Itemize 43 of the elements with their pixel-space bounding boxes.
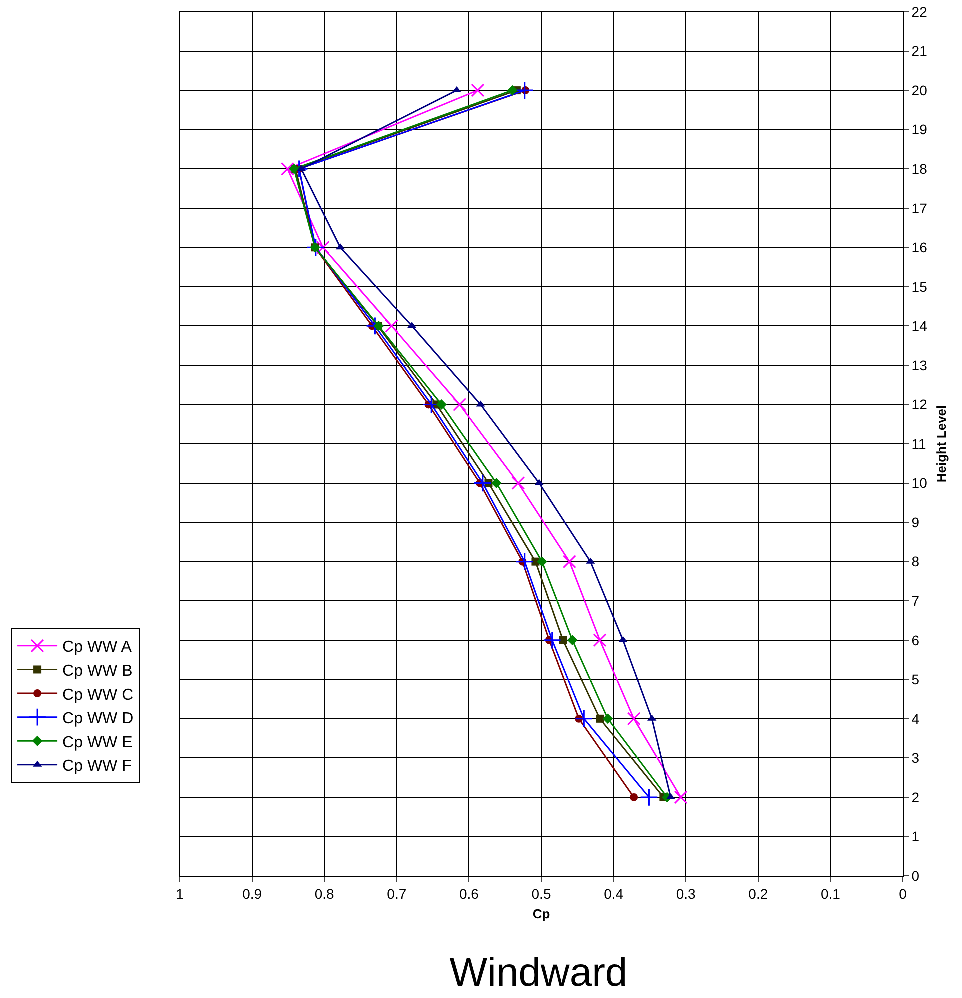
x-tick-label: 1 xyxy=(176,886,184,902)
x-tick-label: 0.3 xyxy=(676,886,696,902)
legend-label: Cp WW A xyxy=(62,639,132,656)
legend-label: Cp WW C xyxy=(62,686,134,704)
x-axis-title: Cp xyxy=(532,906,550,922)
x-tick-label: 0.4 xyxy=(604,886,624,902)
y-tick-label: 17 xyxy=(912,200,928,216)
text: Windward xyxy=(450,951,628,996)
y-tick-label: 19 xyxy=(912,122,928,138)
y-tick-label: 15 xyxy=(912,278,928,295)
y-tick-label: 16 xyxy=(912,240,928,256)
legend-label: Cp WW F xyxy=(62,758,132,776)
x-tick-label: 0.6 xyxy=(459,886,480,902)
y-tick-label: 2 xyxy=(912,789,920,806)
y-tick-label: 22 xyxy=(912,4,928,20)
x-tick-label: 0 xyxy=(899,886,908,902)
legend-label: Cp WW B xyxy=(62,662,133,680)
y-tick-label: 1 xyxy=(912,828,920,845)
y-tick-label: 6 xyxy=(912,632,920,648)
y-tick-label: 4 xyxy=(912,710,920,727)
y-tick-label: 7 xyxy=(912,592,920,609)
y-tick-label: 9 xyxy=(912,514,920,530)
y-tick-label: 21 xyxy=(912,43,928,60)
y-tick-label: 20 xyxy=(912,82,928,98)
y-tick-label: 3 xyxy=(912,750,920,766)
x-tick-label: 0.9 xyxy=(242,886,262,902)
x-tick-label: 0.7 xyxy=(387,886,407,902)
y-tick-label: 18 xyxy=(912,160,928,177)
x-tick-label: 0.5 xyxy=(532,886,552,902)
legend-label: Cp WW E xyxy=(62,734,133,752)
legend-label: Cp WW D xyxy=(62,710,134,728)
y-tick-label: 5 xyxy=(912,672,920,688)
y-axis-title: Height Level xyxy=(934,405,950,483)
x-tick-label: 0.2 xyxy=(748,886,768,902)
x-tick-label: 0.8 xyxy=(314,886,335,902)
y-tick-label: 11 xyxy=(912,436,927,452)
y-tick-label: 12 xyxy=(912,396,928,413)
y-tick-label: 13 xyxy=(912,357,928,374)
y-tick-label: 10 xyxy=(912,475,928,492)
x-tick-label: 0.1 xyxy=(820,886,841,902)
y-tick-label: 0 xyxy=(912,868,920,884)
y-tick-label: 14 xyxy=(912,318,928,334)
y-tick-label: 8 xyxy=(912,554,920,570)
